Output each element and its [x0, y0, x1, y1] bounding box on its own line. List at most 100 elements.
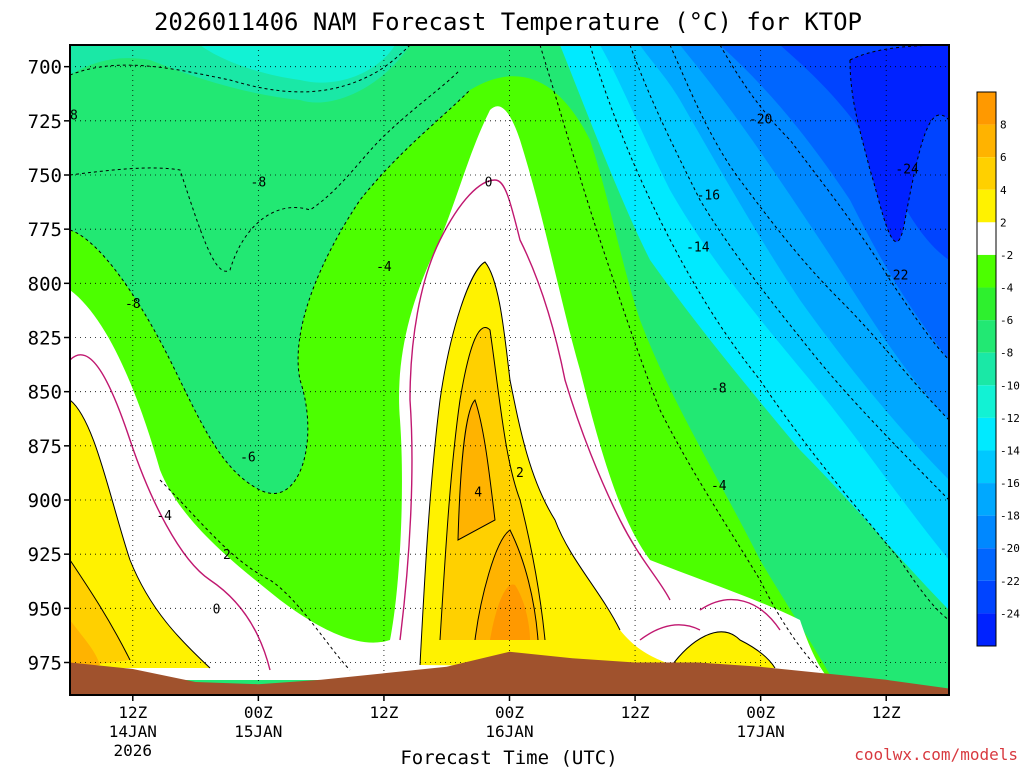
contour-label: -14 — [686, 241, 710, 256]
colorbar-swatch — [977, 92, 996, 125]
colorbar-swatch — [977, 287, 996, 321]
colorbar-label: -14 — [1000, 444, 1020, 457]
region-plus-8 — [490, 584, 530, 640]
y-tick-label: 875 — [28, 436, 62, 458]
colorbar-label: -20 — [1000, 542, 1020, 555]
colorbar-swatch — [977, 320, 996, 353]
y-tick-label: 925 — [28, 544, 62, 566]
contour-label: -6 — [240, 451, 256, 466]
x-tick-label: 00Z — [495, 703, 524, 722]
colorbar-swatch — [977, 352, 996, 386]
colorbar-swatch — [977, 417, 996, 451]
contour-dashed-4 — [159, 479, 351, 671]
x-tick-label: 12Z — [118, 703, 147, 722]
contour-label: -8 — [251, 176, 267, 191]
y-tick-label: 950 — [28, 598, 62, 620]
contour-label-layer: -8 -8 -8 -4 -6 -4 2 0 0 4 2 -20 -24 -16 -14 -22 -8 -4 — [62, 108, 919, 617]
contour-lines — [70, 45, 949, 671]
terrain-surface — [70, 651, 949, 695]
contour-label: 4 — [474, 485, 482, 500]
colorbar-label: 8 — [1000, 119, 1007, 132]
colorbar-label: -22 — [1000, 575, 1020, 588]
contour-label: -20 — [749, 113, 772, 128]
x-tick-label: 15JAN — [234, 722, 282, 741]
contour-label: -16 — [697, 189, 720, 204]
colorbar-label: -6 — [1000, 314, 1013, 327]
x-tick-label: 00Z — [746, 703, 775, 722]
y-axis-ticks: 700 725 750 775 800 825 850 875 900 925 950 975 — [28, 57, 70, 675]
contour-dashed-8 — [669, 45, 949, 421]
region-plus-2 — [70, 262, 775, 668]
contour-dashed-1 — [70, 45, 411, 93]
y-tick-label: 700 — [28, 57, 62, 79]
colorbar-swatch — [977, 157, 996, 190]
x-tick-label: 12Z — [369, 703, 398, 722]
colorbar-label: -16 — [1000, 477, 1020, 490]
y-tick-label: 850 — [28, 382, 62, 404]
y-tick-label: 900 — [28, 490, 62, 512]
colorbar-label: 6 — [1000, 151, 1007, 164]
colorbar-label: -8 — [1000, 347, 1013, 360]
colorbar-label: -18 — [1000, 510, 1020, 523]
x-tick-label: 17JAN — [737, 722, 785, 741]
colorbar: 8 6 4 2 -2 -4 -6 -8 -10 -12 -14 -16 -18 -20 -22 -24 — [976, 91, 1020, 647]
plot-area: -8 -8 -8 -4 -6 -4 2 0 0 4 2 -20 -24 -16 -14 -22 -8 -4 — [62, 45, 949, 695]
y-tick-label: 825 — [28, 328, 62, 350]
temperature-fill-regions — [70, 45, 949, 695]
contour-dashed-9 — [719, 45, 949, 361]
contour-label: -4 — [376, 260, 392, 275]
y-tick-label: 775 — [28, 219, 62, 241]
grid-lines — [70, 45, 949, 695]
chart-title: 2026011406 NAM Forecast Temperature (°C)… — [154, 8, 862, 36]
x-tick-label: 00Z — [244, 703, 273, 722]
colorbar-swatch — [977, 548, 996, 581]
contour-label: -4 — [711, 479, 727, 494]
x-tick-label: 14JAN — [109, 722, 157, 741]
contour-dashed-3 — [70, 89, 471, 494]
contour-dashed-6 — [589, 45, 949, 621]
colorbar-swatch — [977, 124, 996, 158]
region-blues-7 — [850, 45, 949, 242]
contour-label: 2 — [516, 466, 524, 481]
colorbar-label: -10 — [1000, 379, 1020, 392]
contour-zero-magenta — [70, 179, 781, 671]
x-tick-label: 16JAN — [485, 722, 533, 741]
y-tick-label: 750 — [28, 165, 62, 187]
colorbar-label: 4 — [1000, 184, 1007, 197]
contour-label: -8 — [125, 297, 141, 312]
contour-dashed-5 — [539, 45, 821, 671]
contour-dashed-2 — [70, 69, 461, 272]
colorbar-label: -2 — [1000, 249, 1013, 262]
colorbar-swatch — [977, 580, 996, 614]
contour-label: -8 — [62, 108, 78, 123]
colorbar-swatch — [977, 222, 996, 255]
contour-solid-6 — [457, 399, 539, 641]
contour-label: -24 — [895, 163, 919, 178]
colorbar-label: 2 — [1000, 216, 1007, 229]
colorbar-swatch — [977, 385, 996, 418]
y-tick-label: 975 — [28, 653, 62, 675]
colorbar-label: -4 — [1000, 282, 1014, 295]
x-tick-label: 2026 — [114, 741, 153, 760]
colorbar-swatch — [977, 189, 996, 223]
colorbar-swatch — [977, 254, 996, 288]
contour-label: -4 — [156, 509, 172, 524]
colorbar-label: -12 — [1000, 412, 1020, 425]
x-tick-label: 12Z — [621, 703, 650, 722]
contour-label: 0 — [485, 176, 493, 191]
colorbar-swatch — [977, 450, 996, 484]
x-axis-label: Forecast Time (UTC) — [400, 747, 617, 768]
contour-solid-4 — [70, 327, 546, 661]
colorbar-frame — [976, 91, 997, 647]
contour-label: 2 — [223, 548, 231, 563]
colorbar-label: -24 — [1000, 607, 1020, 620]
x-tick-label: 12Z — [872, 703, 901, 722]
contour-solid-2 — [70, 261, 776, 669]
colorbar-swatch — [977, 483, 996, 516]
contour-label: 0 — [213, 602, 221, 617]
contour-label: -22 — [885, 269, 908, 284]
colorbar-swatch — [977, 515, 996, 549]
contour-label: -8 — [711, 381, 727, 396]
